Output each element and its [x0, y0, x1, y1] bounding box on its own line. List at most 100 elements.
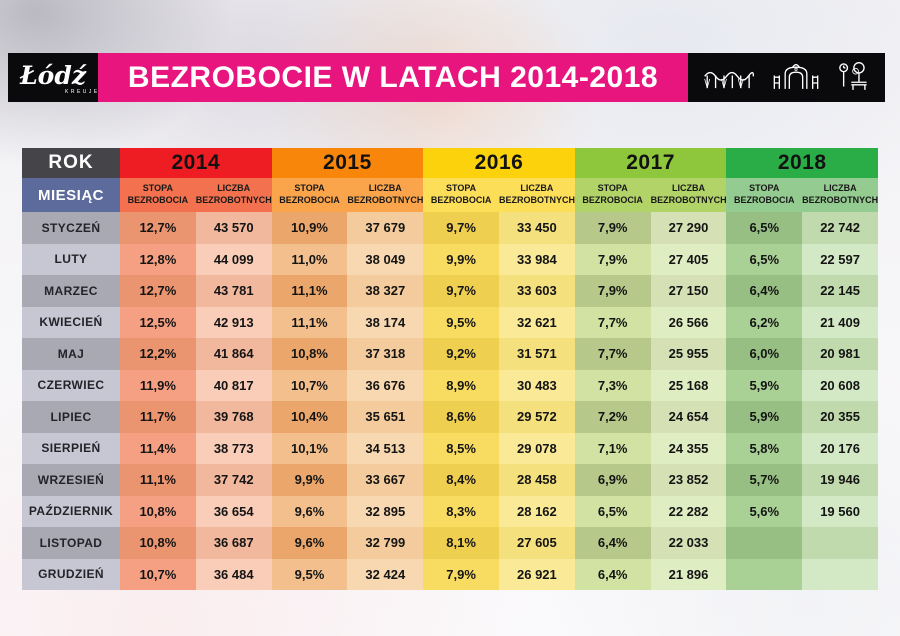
- liczba-cell: 33 984: [498, 243, 575, 275]
- stopa-cell: 5,8%: [726, 432, 803, 464]
- unemployment-table: ROK 2014 2015 2016 2017 2018 MIESIĄC STO…: [22, 148, 878, 590]
- liczba-cell: 44 099: [195, 243, 272, 275]
- liczba-cell: 22 033: [650, 527, 727, 559]
- stopa-cell: 9,9%: [271, 464, 348, 496]
- stopa-cell: 6,0%: [726, 338, 803, 370]
- table-row: STYCZEŃ 12,7% 43 570 10,9% 37 679 9,7% 33 450 7…: [22, 212, 878, 244]
- stopa-cell: 10,7%: [120, 558, 196, 590]
- liczba-cell: 38 174: [347, 306, 424, 338]
- title-banner: BEZROBOCIE W LATACH 2014-2018: [98, 53, 688, 102]
- stopa-cell: 10,1%: [271, 432, 348, 464]
- liczba-column-header: LICZBA BEZROBOTNYCH: [802, 178, 878, 212]
- table-row: LISTOPAD 10,8% 36 687 9,6% 32 799 8,1% 27 605 6…: [22, 527, 878, 559]
- table-row: WRZESIEŃ 11,1% 37 742 9,9% 33 667 8,4% 28 458 6…: [22, 464, 878, 496]
- month-cell: CZERWIEC: [22, 369, 120, 401]
- liczba-cell: 26 566: [650, 306, 727, 338]
- liczba-cell: 36 676: [347, 369, 424, 401]
- month-cell: PAŹDZIERNIK: [22, 495, 120, 527]
- column-header-row: MIESIĄC STOPA BEZROBOCIA LICZBA BEZROBOT…: [22, 178, 878, 212]
- stopa-cell: 11,1%: [271, 275, 348, 307]
- liczba-cell: 19 946: [802, 464, 878, 496]
- liczba-cell: 27 150: [650, 275, 727, 307]
- liczba-cell: 21 409: [802, 306, 878, 338]
- liczba-cell: 36 484: [195, 558, 272, 590]
- liczba-cell: 39 768: [195, 401, 272, 433]
- stopa-column-header: STOPA BEZROBOCIA: [423, 178, 499, 212]
- stopa-cell: 9,5%: [423, 306, 499, 338]
- liczba-cell: 32 424: [347, 558, 424, 590]
- liczba-cell: 37 318: [347, 338, 424, 370]
- stopa-cell: 11,1%: [120, 464, 196, 496]
- stopa-cell: 7,7%: [574, 338, 651, 370]
- stopa-cell: 11,1%: [271, 306, 348, 338]
- month-cell: LISTOPAD: [22, 527, 120, 559]
- liczba-cell: [802, 527, 878, 559]
- stopa-cell: 9,2%: [423, 338, 499, 370]
- stopa-cell: 7,1%: [574, 432, 651, 464]
- liczba-cell: 43 570: [195, 212, 272, 244]
- stopa-cell: 6,5%: [726, 243, 803, 275]
- year-header-2016: 2016: [423, 148, 575, 178]
- liczba-cell: 27 605: [498, 527, 575, 559]
- liczba-cell: 35 651: [347, 401, 424, 433]
- stopa-cell: 9,6%: [271, 495, 348, 527]
- liczba-cell: 29 572: [498, 401, 575, 433]
- table-row: CZERWIEC 11,9% 40 817 10,7% 36 676 8,9% 30 483…: [22, 369, 878, 401]
- month-cell: GRUDZIEŃ: [22, 558, 120, 590]
- viaduct-icon: [704, 71, 755, 88]
- year-header-2015: 2015: [271, 148, 424, 178]
- liczba-cell: 38 773: [195, 432, 272, 464]
- liczba-cell: 30 483: [498, 369, 575, 401]
- stopa-cell: 8,3%: [423, 495, 499, 527]
- page-title: BEZROBOCIE W LATACH 2014-2018: [127, 60, 659, 94]
- stopa-cell: 10,8%: [120, 495, 196, 527]
- liczba-cell: 38 049: [347, 243, 424, 275]
- table-body: STYCZEŃ 12,7% 43 570 10,9% 37 679 9,7% 33 450 7…: [22, 212, 878, 590]
- table-row: GRUDZIEŃ 10,7% 36 484 9,5% 32 424 7,9% 26 921 6…: [22, 558, 878, 590]
- liczba-cell: 40 817: [195, 369, 272, 401]
- month-cell: SIERPIEŃ: [22, 432, 120, 464]
- liczba-cell: 36 654: [195, 495, 272, 527]
- liczba-cell: 20 355: [802, 401, 878, 433]
- lodz-logo: Łódź KREUJE: [8, 53, 98, 102]
- liczba-cell: 33 603: [498, 275, 575, 307]
- stopa-cell: 5,9%: [726, 369, 803, 401]
- stopa-cell: 6,5%: [726, 212, 803, 244]
- liczba-cell: 34 513: [347, 432, 424, 464]
- liczba-cell: 43 781: [195, 275, 272, 307]
- stopa-cell: 7,9%: [574, 212, 651, 244]
- liczba-cell: 32 895: [347, 495, 424, 527]
- stopa-cell: 9,7%: [423, 275, 499, 307]
- liczba-cell: 33 667: [347, 464, 424, 496]
- stopa-cell: 7,3%: [574, 369, 651, 401]
- stopa-cell: 9,5%: [271, 558, 348, 590]
- stopa-cell: 12,5%: [120, 306, 196, 338]
- month-cell: KWIECIEŃ: [22, 306, 120, 338]
- stopa-cell: 8,5%: [423, 432, 499, 464]
- liczba-cell: 27 290: [650, 212, 727, 244]
- stopa-cell: 9,9%: [423, 243, 499, 275]
- year-header-row: ROK 2014 2015 2016 2017 2018: [22, 148, 878, 178]
- liczba-cell: 26 921: [498, 558, 575, 590]
- table-row: LUTY 12,8% 44 099 11,0% 38 049 9,9% 33 984 7,9%…: [22, 243, 878, 275]
- month-cell: MAJ: [22, 338, 120, 370]
- rok-header: ROK: [22, 148, 120, 178]
- stopa-cell: 10,4%: [271, 401, 348, 433]
- stopa-cell: 7,9%: [574, 275, 651, 307]
- stopa-cell: 12,7%: [120, 275, 196, 307]
- miesiac-header: MIESIĄC: [22, 178, 120, 212]
- liczba-column-header: LICZBA BEZROBOTNYCH: [195, 178, 272, 212]
- liczba-cell: 42 913: [195, 306, 272, 338]
- stopa-cell: 6,4%: [574, 558, 651, 590]
- liczba-cell: 37 679: [347, 212, 424, 244]
- month-cell: LIPIEC: [22, 401, 120, 433]
- svg-text:KREUJE: KREUJE: [65, 89, 98, 95]
- stopa-cell: 5,6%: [726, 495, 803, 527]
- liczba-cell: 28 162: [498, 495, 575, 527]
- stopa-cell: 12,7%: [120, 212, 196, 244]
- stopa-cell: [726, 558, 803, 590]
- month-cell: MARZEC: [22, 275, 120, 307]
- liczba-column-header: LICZBA BEZROBOTNYCH: [347, 178, 424, 212]
- lodz-logo-icon: Łódź KREUJE: [19, 61, 98, 95]
